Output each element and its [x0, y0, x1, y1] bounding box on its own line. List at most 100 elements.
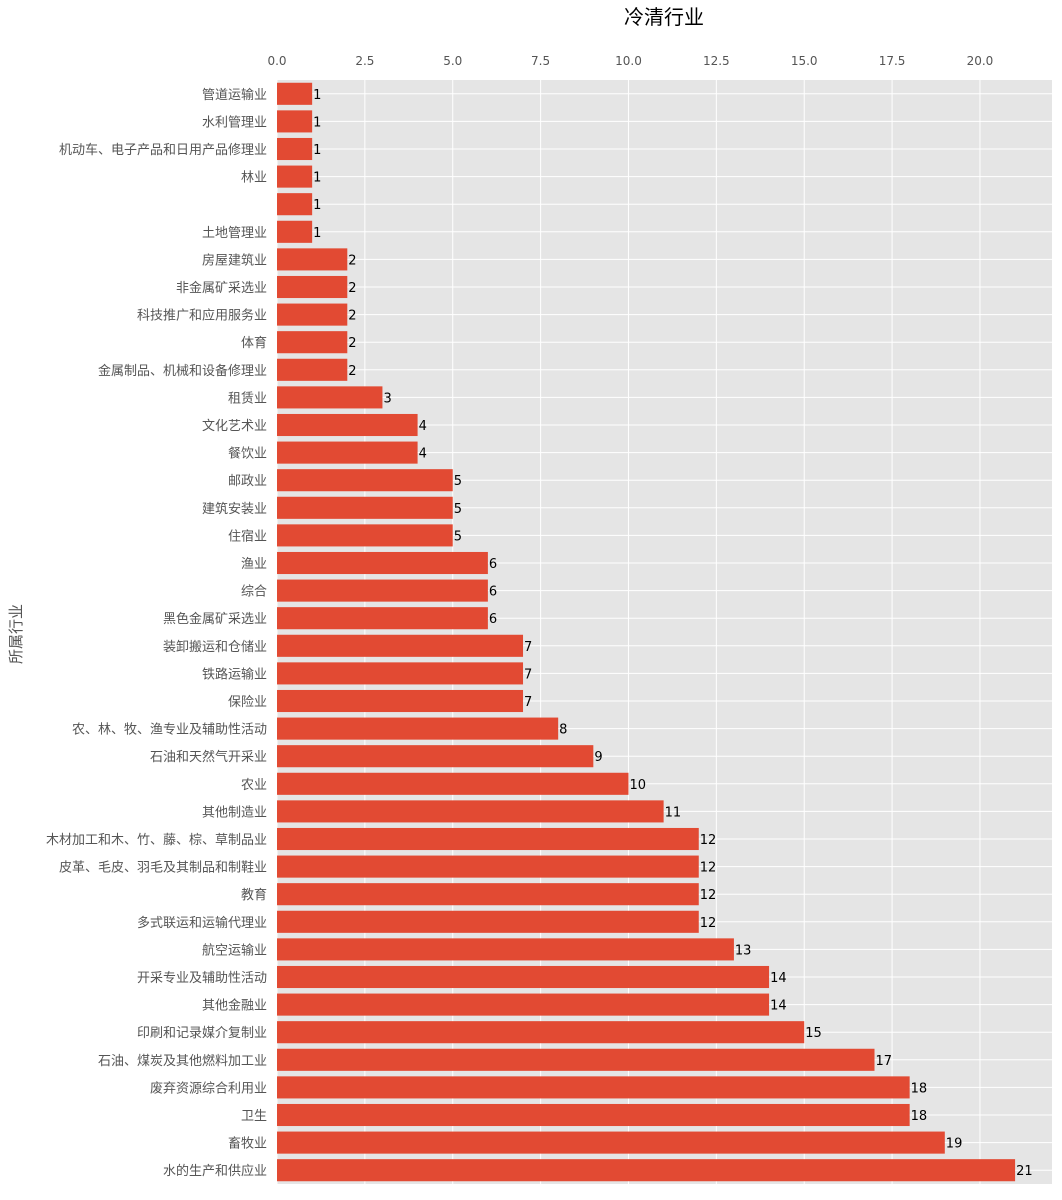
- bar-value-label: 1: [313, 171, 321, 186]
- bar-value-label: 1: [313, 115, 321, 130]
- y-tick-label: 房屋建筑业: [202, 252, 267, 268]
- bar-value-label: 6: [489, 557, 497, 572]
- bar: [277, 358, 348, 381]
- bar: [277, 386, 383, 409]
- bar: [277, 827, 699, 851]
- bar: [277, 607, 488, 630]
- y-tick-label: 机动车、电子产品和日用产品修理业: [59, 142, 267, 158]
- bar-value-label: 12: [700, 916, 717, 931]
- bar-value-label: 10: [629, 778, 646, 793]
- x-tick-label: 17.5: [879, 54, 906, 68]
- y-tick-label: 林业: [241, 171, 267, 186]
- y-tick-label: 科技推广和应用服务业: [137, 308, 267, 324]
- bar-value-label: 4: [419, 419, 427, 434]
- bar-value-label: 12: [700, 861, 717, 876]
- y-tick-label: 农、林、牧、渔专业及辅助性活动: [72, 723, 267, 738]
- bar-value-label: 6: [489, 585, 497, 600]
- bar: [277, 1103, 910, 1127]
- y-tick-label: 铁路运输业: [202, 666, 267, 682]
- y-tick-label: 邮政业: [228, 474, 267, 489]
- y-tick-label: 石油、煤炭及其他燃料加工业: [98, 1053, 267, 1069]
- bar: [277, 331, 348, 354]
- bar-value-label: 2: [348, 336, 356, 351]
- x-axis: 0.0 2.5 5.0 7.5 10.0 12.5 15.0 17.5 20.0: [267, 54, 993, 68]
- bar-value-label: 8: [559, 723, 567, 738]
- bar-value-label: 2: [348, 253, 356, 268]
- bar: [277, 110, 313, 133]
- bar-value-label: 2: [348, 364, 356, 379]
- y-axis-title: 所属行业: [7, 604, 25, 664]
- y-tick-label: 黑色金属矿采选业: [163, 611, 267, 627]
- bar: [277, 441, 418, 464]
- bar-value-label: 1: [313, 88, 321, 103]
- bar-value-label: 5: [454, 529, 462, 544]
- bar-value-label: 11: [665, 805, 682, 820]
- bar-value-label: 18: [911, 1081, 928, 1096]
- x-tick-label: 15.0: [791, 54, 818, 68]
- bar-value-label: 17: [876, 1054, 893, 1069]
- bar-value-label: 12: [700, 888, 717, 903]
- x-tick-label: 2.5: [355, 54, 374, 68]
- bar: [277, 634, 524, 657]
- x-tick-label: 12.5: [703, 54, 730, 68]
- bar: [277, 883, 699, 906]
- y-tick-label: 土地管理业: [202, 226, 267, 241]
- y-axis: 管道运输业水利管理业机动车、电子产品和日用产品修理业林业土地管理业房屋建筑业非金…: [46, 87, 267, 1179]
- y-tick-label: 印刷和记录媒介复制业: [137, 1026, 267, 1041]
- bar-value-label: 2: [348, 281, 356, 296]
- bar-value-label: 18: [911, 1109, 928, 1124]
- y-tick-label: 渔业: [241, 557, 267, 572]
- y-tick-label: 住宿业: [228, 528, 267, 544]
- grid: [276, 80, 1052, 1184]
- y-tick-label: 管道运输业: [202, 87, 267, 103]
- x-tick-label: 5.0: [443, 54, 462, 68]
- bar: [277, 248, 348, 271]
- bar: [277, 965, 770, 989]
- x-tick-label: 0.0: [267, 54, 286, 68]
- bar: [277, 717, 559, 740]
- bar-value-label: 14: [770, 999, 787, 1014]
- y-tick-label: 皮革、毛皮、羽毛及其制品和制鞋业: [59, 860, 267, 876]
- bar-value-label: 3: [383, 391, 391, 406]
- bar: [277, 1131, 945, 1154]
- y-tick-label: 其他制造业: [202, 805, 267, 820]
- bar: [277, 1048, 875, 1071]
- plot-background: [277, 80, 1052, 1184]
- bar: [277, 137, 313, 161]
- bar: [277, 855, 699, 878]
- y-tick-label: 农业: [241, 778, 267, 793]
- bar-value-label: 5: [454, 474, 462, 489]
- bar-value-label: 2: [348, 309, 356, 324]
- bar-value-label: 15: [805, 1026, 822, 1041]
- bar: [277, 551, 488, 575]
- y-tick-label: 文化艺术业: [202, 419, 267, 434]
- chart-title: 冷清行业: [624, 5, 704, 29]
- bars: [277, 82, 1016, 1182]
- bar: [277, 745, 594, 768]
- y-tick-label: 开采专业及辅助性活动: [137, 971, 267, 986]
- bar: [277, 662, 524, 685]
- bar: [277, 1076, 910, 1099]
- y-tick-label: 餐饮业: [228, 446, 267, 462]
- bar: [277, 579, 488, 602]
- bar-value-label: 12: [700, 833, 717, 848]
- bar-value-label: 7: [524, 667, 532, 682]
- bar-value-label: 14: [770, 971, 787, 986]
- bar: [277, 689, 524, 713]
- y-tick-label: 教育: [241, 887, 267, 903]
- bar-value-label: 9: [594, 750, 602, 765]
- bar: [277, 275, 348, 299]
- bar: [277, 800, 664, 823]
- bar-value-label: 7: [524, 640, 532, 655]
- bar: [277, 303, 348, 326]
- bar-value-label: 1: [313, 198, 321, 213]
- y-tick-label: 建筑安装业: [202, 501, 267, 517]
- bar-value-label: 19: [946, 1137, 963, 1152]
- bar: [277, 165, 313, 188]
- x-tick-label: 7.5: [531, 54, 550, 68]
- y-tick-label: 租赁业: [228, 391, 267, 406]
- y-tick-label: 保险业: [228, 695, 267, 710]
- y-tick-label: 畜牧业: [228, 1136, 267, 1152]
